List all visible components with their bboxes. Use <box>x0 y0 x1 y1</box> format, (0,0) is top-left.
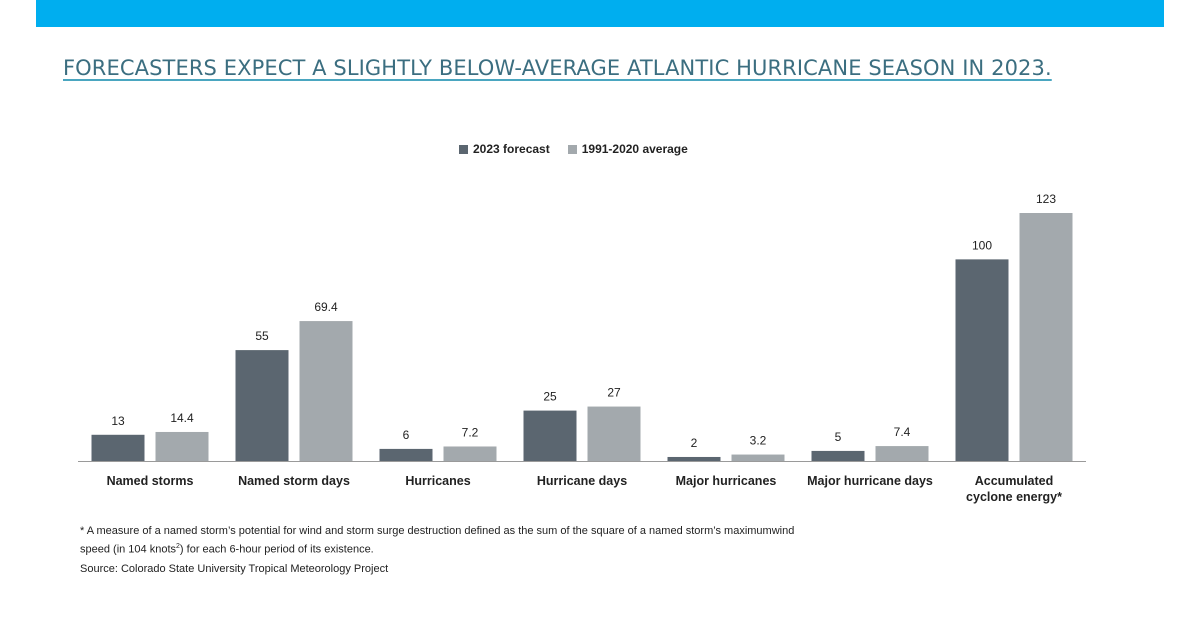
bar-average <box>1019 213 1073 461</box>
data-label-forecast: 5 <box>835 430 842 444</box>
data-label-average: 3.2 <box>750 434 767 448</box>
chart-legend: 2023 forecast 1991-2020 average <box>459 142 688 156</box>
legend-item-average: 1991-2020 average <box>567 142 688 156</box>
bar-average <box>155 431 209 461</box>
data-label-forecast: 100 <box>972 238 992 252</box>
data-label-average: 14.4 <box>170 411 194 425</box>
data-label-forecast: 13 <box>111 414 125 428</box>
footnote-text-start: * A measure of a named storm’s potential… <box>80 525 795 556</box>
data-label-average: 69.4 <box>314 300 338 314</box>
data-label-forecast: 55 <box>255 329 269 343</box>
bar-forecast <box>667 456 721 461</box>
footnote-text-end: ) for each 6-hour period of its existenc… <box>179 543 374 556</box>
legend-label-forecast: 2023 forecast <box>473 142 550 156</box>
category-label: Major hurricane days <box>807 474 933 488</box>
footnote-superscript: 2 <box>176 543 180 550</box>
footnote: * A measure of a named storm’s potential… <box>80 524 800 558</box>
data-label-average: 7.2 <box>462 425 479 439</box>
data-label-forecast: 6 <box>403 428 410 442</box>
legend-item-forecast: 2023 forecast <box>459 142 550 156</box>
data-label-forecast: 25 <box>543 390 557 404</box>
data-label-average: 27 <box>607 386 621 400</box>
category-label: Named storms <box>107 474 194 488</box>
data-label-average: 7.4 <box>894 425 911 439</box>
bar-average <box>443 446 497 461</box>
bar-average <box>299 321 353 461</box>
bar-forecast <box>379 448 433 461</box>
legend-label-average: 1991-2020 average <box>581 142 688 156</box>
source-note: Source: Colorado State University Tropic… <box>80 563 389 575</box>
category-label: Major hurricanes <box>676 474 777 488</box>
bar-forecast <box>235 350 289 461</box>
bar-forecast <box>811 450 865 461</box>
legend-swatch-forecast <box>459 144 468 154</box>
bar-forecast <box>523 410 577 461</box>
category-label: Named storm days <box>238 474 350 488</box>
category-label: cyclone energy* <box>966 490 1062 504</box>
bar-average <box>731 454 785 461</box>
category-label: Hurricane days <box>537 474 627 488</box>
bar-average <box>587 406 641 461</box>
data-label-average: 123 <box>1036 192 1056 206</box>
bar-average <box>875 446 929 461</box>
category-label: Hurricanes <box>405 474 470 488</box>
legend-swatch-average <box>567 144 577 154</box>
bar-forecast <box>91 434 145 461</box>
category-label: Accumulated <box>975 474 1054 488</box>
bar-forecast <box>955 259 1009 461</box>
page-title: FORECASTERS EXPECT A SLIGHTLY BELOW-AVER… <box>63 56 1052 80</box>
top-accent-band <box>36 0 1164 27</box>
data-label-forecast: 2 <box>691 436 698 450</box>
